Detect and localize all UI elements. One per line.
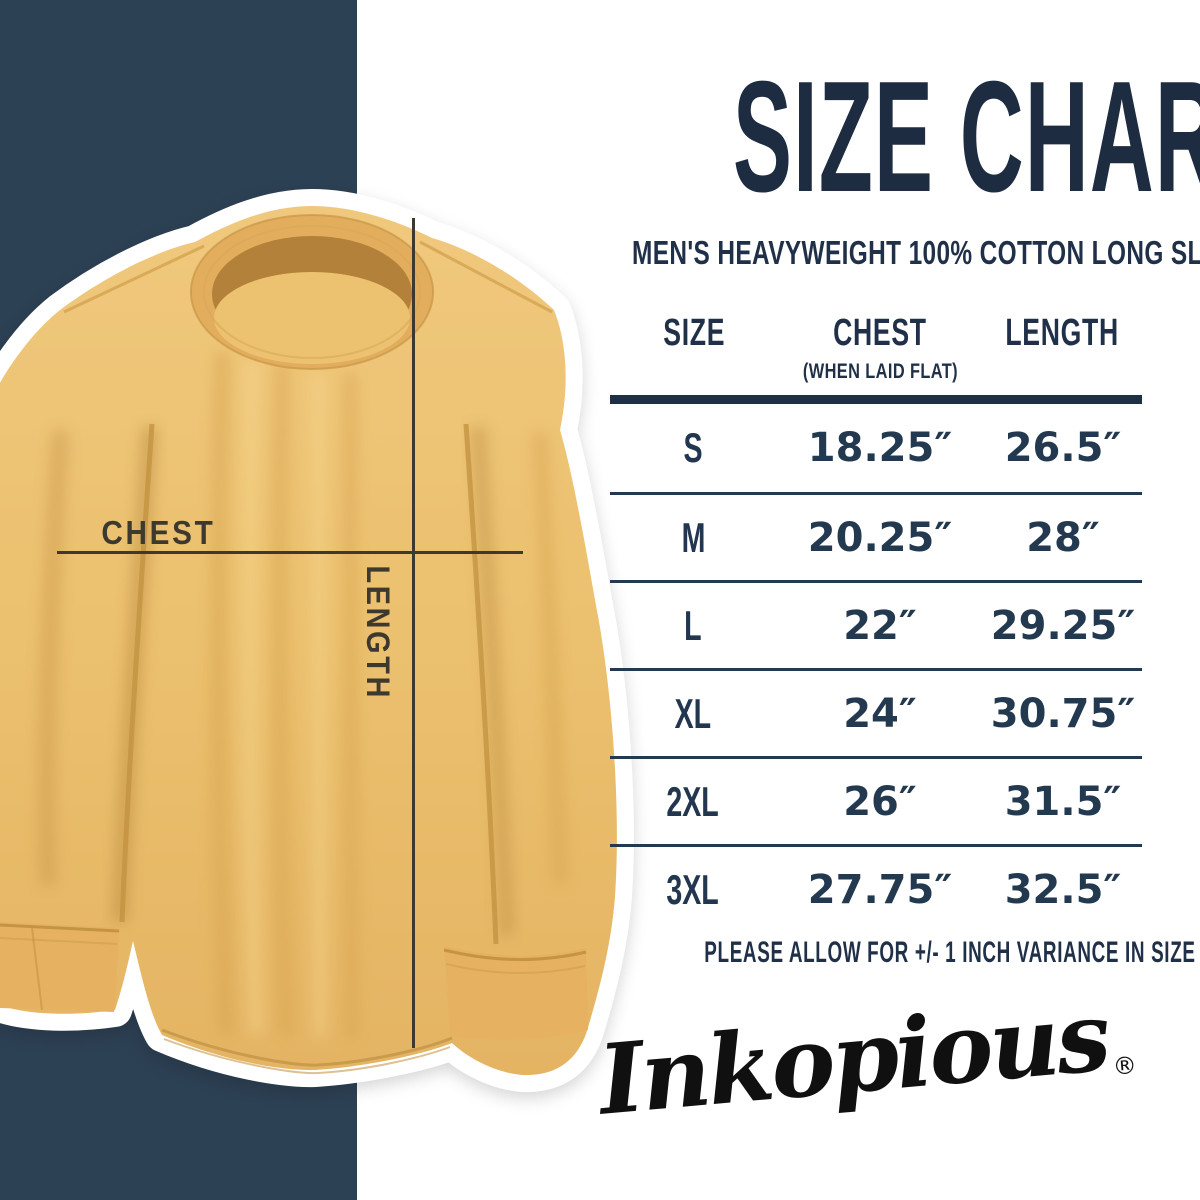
size-value: 2XL [666, 777, 720, 825]
right-shoulder-seam [419, 240, 553, 314]
right-sleeve-seam [463, 423, 499, 945]
size-value: S [683, 424, 703, 471]
collar [190, 214, 434, 370]
chest-value: 20.25″ [807, 514, 953, 561]
size-value: 3XL [666, 865, 720, 913]
subtitle: MEN'S HEAVYWEIGHT 100% COTTON LONG SLEEV… [631, 234, 1200, 271]
chest-label-text: CHEST [101, 514, 216, 551]
chest-measure-line [57, 551, 523, 554]
fabric-folds [37, 350, 567, 1041]
chest-value: 26″ [843, 778, 917, 825]
table-row: 2XL 26″ 31.5″ [610, 756, 1142, 844]
length-measure-label: LENGTH [360, 558, 396, 701]
table-row: 3XL 27.75″ 32.5″ [610, 844, 1142, 932]
length-value: 26.5″ [1004, 425, 1122, 471]
length-value: 31.5″ [1004, 778, 1122, 825]
length-label-text: LENGTH [360, 565, 396, 701]
length-value: 28″ [1026, 514, 1100, 561]
size-value: L [684, 601, 702, 649]
col-header-size: SIZE [663, 312, 725, 354]
page-title: SIZE CHART [732, 49, 1200, 225]
table-row: XL 24″ 30.75″ [610, 668, 1142, 756]
brand-logo-text: Inkopious [594, 979, 1113, 1137]
chest-value: 22″ [843, 602, 917, 649]
size-value: XL [674, 689, 712, 737]
length-value: 30.75″ [990, 690, 1136, 737]
col-header-length: LENGTH [1005, 312, 1119, 354]
variance-note: PLEASE ALLOW FOR +/- 1 INCH VARIANCE IN … [704, 936, 1196, 969]
col-header-chest-subnote: (WHEN LAID FLAT) [802, 360, 958, 383]
brand-logo: Inkopious® [594, 980, 1138, 1173]
right-cuff [443, 946, 588, 1040]
chest-value: 18.25″ [807, 425, 953, 471]
col-header-chest: CHEST (WHEN LAID FLAT) [802, 312, 958, 383]
length-measure-line [412, 218, 415, 1048]
size-value: M [681, 513, 705, 561]
chest-value: 24″ [843, 690, 917, 737]
table-row: L 22″ 29.25″ [610, 580, 1142, 668]
table-header-row: SIZE CHEST (WHEN LAID FLAT) LENGTH [612, 314, 1140, 382]
length-value: 32.5″ [1004, 866, 1122, 913]
hem-seam-2 [163, 1038, 451, 1075]
chest-measure-label: CHEST [95, 514, 315, 552]
table-header-rule [610, 395, 1142, 404]
registered-trademark-icon: ® [1111, 1051, 1138, 1081]
size-table: S 18.25″ 26.5″ M 20.25″ 28″ L 22″ 29.25″… [610, 404, 1142, 932]
left-sleeve-seam [119, 423, 155, 923]
left-cuff [0, 922, 120, 1012]
chest-value: 27.75″ [807, 866, 953, 913]
table-row: S 18.25″ 26.5″ [610, 404, 1142, 492]
table-row: M 20.25″ 28″ [610, 492, 1142, 580]
hem-seam [161, 1028, 453, 1067]
length-value: 29.25″ [990, 602, 1136, 649]
left-shoulder-seam [63, 244, 205, 314]
shirt-body [0, 206, 617, 1076]
shirt-photo [0, 189, 634, 1093]
right-sleeve-shadow [470, 426, 514, 938]
